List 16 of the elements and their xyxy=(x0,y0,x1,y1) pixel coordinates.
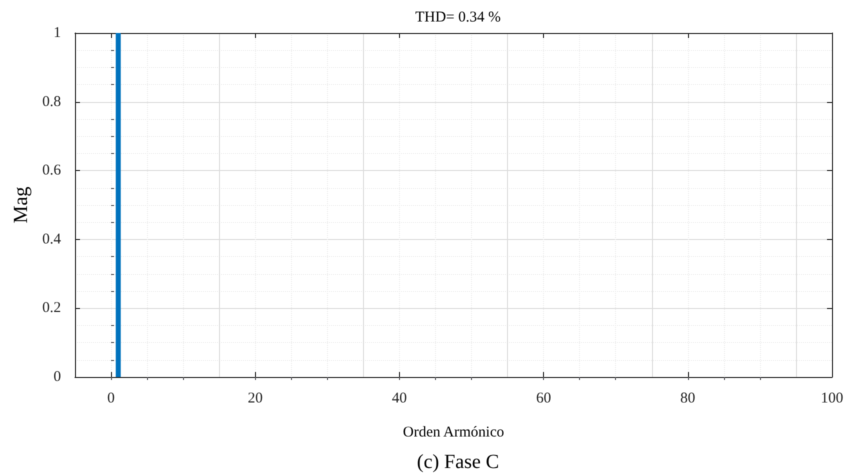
text: (c) Fase C xyxy=(416,451,500,473)
y-tick-label: 0 xyxy=(54,369,61,385)
y-tick-label: 0.6 xyxy=(42,162,62,179)
y-tick-label: 0.2 xyxy=(42,300,61,316)
chart-title: THD= 0.34 % xyxy=(415,10,501,26)
x-tick-label: 100 xyxy=(820,390,844,406)
x-tick-label: 40 xyxy=(392,390,407,406)
x-tick-label: 0 xyxy=(107,390,115,406)
x-tick-label: 80 xyxy=(680,390,696,406)
y-axis-title: Mag xyxy=(10,186,32,224)
y-tick-label: 1 xyxy=(54,25,61,41)
y-tick-label: 0.4 xyxy=(42,231,62,248)
y-tick-label: 0.8 xyxy=(42,94,61,110)
x-tick-label: 60 xyxy=(536,390,552,406)
x-tick-label: 20 xyxy=(248,390,263,406)
x-axis-title: Orden Armónico xyxy=(402,424,504,440)
